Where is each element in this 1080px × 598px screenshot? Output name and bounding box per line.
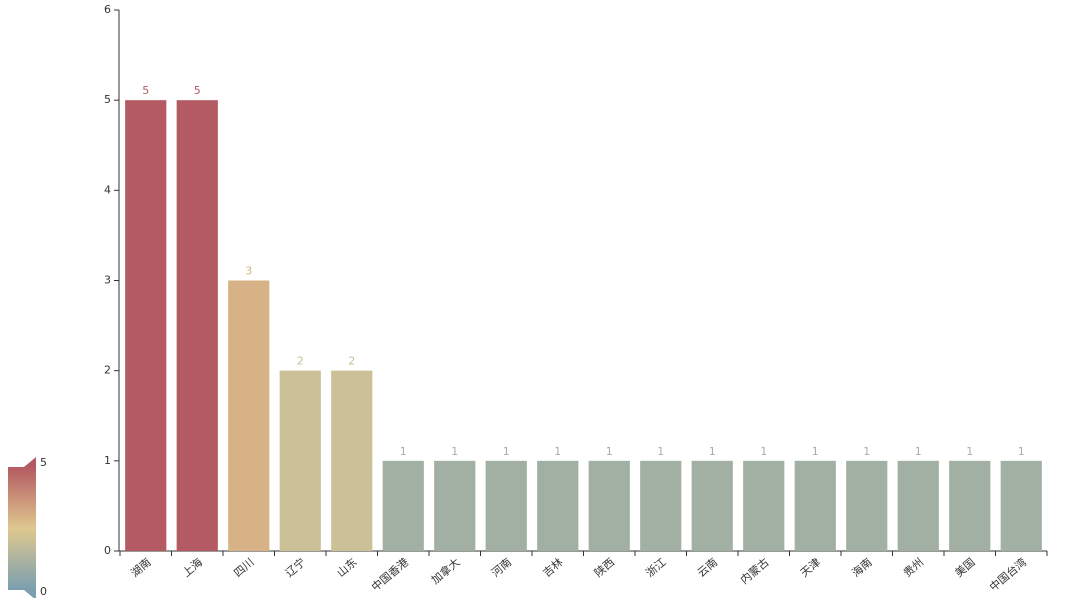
- bar: [434, 460, 476, 551]
- x-tick-label: 吉林: [540, 555, 566, 580]
- x-tick-label: 中国香港: [369, 556, 411, 594]
- x-tick-label: 上海: [179, 555, 205, 580]
- data-label: 1: [503, 445, 510, 458]
- data-label: 1: [1018, 445, 1025, 458]
- data-label: 1: [451, 445, 458, 458]
- x-tick-label: 美国: [952, 556, 977, 580]
- data-label: 1: [863, 445, 870, 458]
- bar: [279, 370, 321, 551]
- bar: [691, 460, 733, 551]
- y-tick-label: 1: [104, 454, 111, 467]
- data-label: 1: [554, 445, 561, 458]
- visual-map-min: 0: [40, 585, 47, 598]
- x-tick-label: 云南: [695, 556, 720, 580]
- y-tick-label: 2: [104, 364, 111, 377]
- data-label: 1: [657, 445, 664, 458]
- bar: [537, 460, 579, 551]
- bar: [949, 460, 991, 551]
- bar: [640, 460, 682, 551]
- visual-map-handle: [24, 590, 36, 598]
- x-tick-label: 贵州: [901, 556, 926, 580]
- data-label: 1: [760, 445, 767, 458]
- bar: [176, 100, 218, 552]
- x-tick-label: 湖南: [128, 556, 153, 580]
- x-tick-label: 加拿大: [428, 555, 462, 587]
- bar: [228, 280, 270, 551]
- data-label: 5: [194, 84, 201, 97]
- bar: [588, 460, 630, 551]
- x-tick-label: 天津: [798, 556, 823, 580]
- bar: [846, 460, 888, 551]
- data-label: 3: [245, 265, 252, 278]
- data-label: 2: [297, 355, 304, 368]
- bar: [743, 460, 785, 551]
- bar: [794, 460, 836, 551]
- x-tick-label: 陕西: [591, 555, 617, 580]
- y-tick-label: 5: [104, 93, 111, 106]
- visual-map-bar: [8, 467, 36, 590]
- x-tick-label: 山东: [334, 556, 359, 580]
- bar: [485, 460, 527, 551]
- data-label: 2: [348, 355, 355, 368]
- visual-map-max: 5: [40, 456, 47, 469]
- y-tick-label: 3: [104, 274, 111, 287]
- x-tick-label: 中国台湾: [986, 555, 1029, 594]
- x-tick-label: 内蒙古: [737, 555, 771, 587]
- data-label: 1: [966, 445, 973, 458]
- y-tick-label: 0: [104, 544, 111, 557]
- visual-map-handle: [24, 457, 36, 467]
- bar: [331, 370, 373, 551]
- x-tick-label: 浙江: [643, 556, 668, 580]
- bar: [897, 460, 939, 551]
- bar: [382, 460, 424, 551]
- x-tick-label: 四川: [231, 556, 256, 580]
- data-label: 1: [400, 445, 407, 458]
- data-label: 1: [606, 445, 613, 458]
- data-label: 5: [142, 84, 149, 97]
- x-tick-label: 海南: [849, 555, 875, 580]
- x-tick-label: 河南: [489, 556, 514, 580]
- y-tick-label: 4: [104, 183, 111, 196]
- data-label: 1: [812, 445, 819, 458]
- x-tick-label: 辽宁: [282, 555, 308, 580]
- bar: [1000, 460, 1042, 551]
- bar: [125, 100, 167, 552]
- data-label: 1: [709, 445, 716, 458]
- y-tick-label: 6: [104, 3, 111, 16]
- data-label: 1: [915, 445, 922, 458]
